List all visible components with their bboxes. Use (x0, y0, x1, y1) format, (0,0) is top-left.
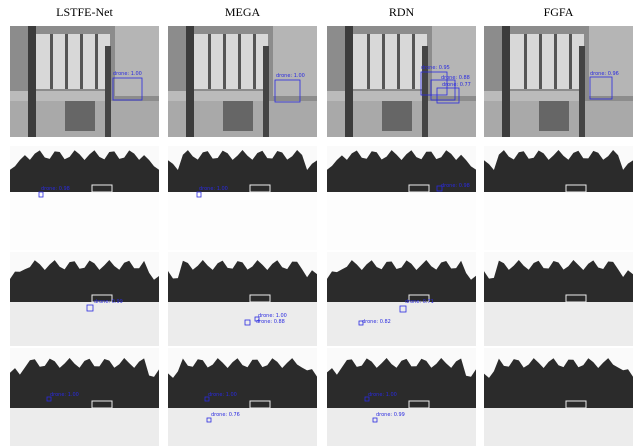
column-header: LSTFE-Net (56, 5, 113, 19)
ground (168, 408, 317, 446)
desk (484, 91, 579, 101)
wall (589, 26, 633, 96)
detection-label: drone: 0.98 (41, 186, 70, 192)
trees (327, 358, 476, 408)
ground (10, 192, 159, 250)
window-frame (382, 34, 385, 89)
window-frame (397, 34, 400, 89)
detection-label: drone: 0.96 (590, 71, 619, 77)
ground (10, 408, 159, 446)
frame (422, 46, 428, 137)
detection-label: drone: 0.95 (421, 65, 450, 71)
ground (327, 302, 476, 346)
window-frame (569, 34, 572, 89)
detection-label: drone: 1.00 (208, 392, 237, 398)
ground (168, 192, 317, 250)
detection-label: drone: 0.88 (441, 75, 470, 81)
window (352, 34, 427, 89)
detection-label: drone: 1.00 (113, 71, 142, 77)
ground (10, 302, 159, 346)
desk (10, 91, 105, 101)
detection-label: drone: 0.77 (442, 82, 471, 88)
pillar (28, 26, 36, 137)
detection-label: drone: 1.00 (368, 392, 397, 398)
pillar (186, 26, 194, 137)
detection-label: drone: 1.00 (199, 186, 228, 192)
frame (105, 46, 111, 137)
cabinet (223, 101, 253, 131)
cabinet (382, 101, 412, 131)
window (509, 34, 584, 89)
cabinet (539, 101, 569, 131)
desk (327, 91, 422, 101)
detection-label: drone: 1.00 (50, 392, 79, 398)
detection-label: drone: 1.00 (276, 73, 305, 79)
column-header: RDN (389, 5, 415, 19)
detection-label: drone: 0.71 (405, 299, 434, 305)
window-frame (95, 34, 98, 89)
detection-label: drone: 0.88 (256, 319, 285, 325)
frame (579, 46, 585, 137)
ground (484, 302, 633, 346)
detection-label: drone: 0.99 (376, 412, 405, 418)
window-frame (524, 34, 527, 89)
ground (327, 192, 476, 250)
window-frame (50, 34, 53, 89)
detection-label: drone: 0.99 (94, 299, 123, 305)
trees (10, 358, 159, 408)
window-frame (65, 34, 68, 89)
desk (168, 91, 263, 101)
window-frame (253, 34, 256, 89)
column-header: MEGA (225, 5, 261, 19)
ground (168, 302, 317, 346)
wall (115, 26, 159, 96)
ground (484, 408, 633, 446)
window-frame (367, 34, 370, 89)
trees (168, 150, 317, 192)
window-frame (539, 34, 542, 89)
window-frame (208, 34, 211, 89)
window-frame (238, 34, 241, 89)
detection-label: drone: 0.98 (441, 183, 470, 189)
pillar (345, 26, 353, 137)
wall (273, 26, 317, 96)
window (193, 34, 268, 89)
trees (484, 150, 633, 192)
cabinet (65, 101, 95, 131)
window (35, 34, 110, 89)
frame (263, 46, 269, 137)
window-frame (554, 34, 557, 89)
ground (484, 192, 633, 250)
window-frame (223, 34, 226, 89)
column-header: FGFA (544, 5, 574, 19)
window-frame (412, 34, 415, 89)
figure: LSTFE-Net MEGA RDN FGFA drone: 1.00 drone: 1.… (0, 0, 634, 446)
detection-label: drone: 0.82 (362, 319, 391, 325)
detection-label: drone: 0.76 (211, 412, 240, 418)
window-frame (80, 34, 83, 89)
pillar (502, 26, 510, 137)
